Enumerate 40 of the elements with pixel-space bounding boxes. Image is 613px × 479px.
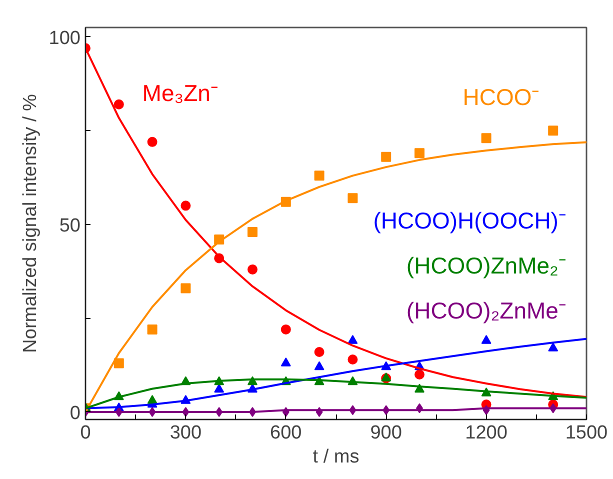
point <box>314 346 324 357</box>
series-label: HCOO⁻ <box>462 84 540 110</box>
point <box>147 136 158 147</box>
point <box>180 200 191 211</box>
x-tick-label: 900 <box>370 422 402 444</box>
point <box>248 226 258 237</box>
text: (HCOO)ZnMe₂⁻ <box>406 252 566 279</box>
point <box>280 358 291 366</box>
series-label: Me₃Zn⁻ <box>142 80 218 106</box>
y-axis-title: Normalized signal intensity / % <box>20 94 41 353</box>
point <box>414 369 424 380</box>
point <box>414 148 424 158</box>
x-tick-label: 300 <box>170 422 202 444</box>
point <box>180 283 191 294</box>
point <box>147 324 158 334</box>
point <box>481 335 492 344</box>
point <box>348 354 358 364</box>
point <box>314 361 324 370</box>
x-tick-label: 600 <box>270 422 302 444</box>
point <box>248 264 258 274</box>
x-tick-label: 1200 <box>465 422 508 444</box>
x-axis-title: t / ms <box>312 446 360 468</box>
point <box>548 342 558 352</box>
point <box>147 395 158 404</box>
point <box>381 152 392 162</box>
point <box>114 358 124 368</box>
y-tick-label: 50 <box>59 215 81 236</box>
point <box>214 384 224 393</box>
x-tick-label: 1500 <box>565 422 608 444</box>
point <box>314 170 324 181</box>
point <box>280 324 291 334</box>
text: (HCOO)H(OOCH)⁻ <box>373 208 566 234</box>
y-tick-label: 100 <box>48 28 80 49</box>
point <box>548 126 558 136</box>
y-tick-label: 0 <box>70 403 81 424</box>
point <box>481 133 492 144</box>
text: (HCOO)₂ZnMe⁻ <box>406 298 566 324</box>
point <box>114 99 124 110</box>
point <box>348 193 358 204</box>
point <box>348 335 358 344</box>
